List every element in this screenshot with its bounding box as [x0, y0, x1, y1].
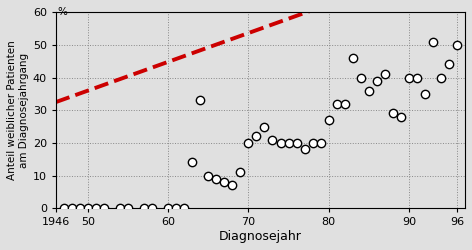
Point — [244, 141, 252, 145]
Point — [341, 102, 348, 106]
Point — [60, 206, 67, 210]
Point — [325, 118, 332, 122]
Point — [437, 76, 445, 80]
Point — [301, 148, 308, 152]
Point — [333, 102, 340, 106]
Point — [84, 206, 92, 210]
Point — [381, 72, 388, 76]
Point — [397, 115, 405, 119]
Point — [180, 206, 188, 210]
Point — [220, 180, 228, 184]
Point — [309, 141, 316, 145]
Point — [373, 79, 380, 83]
Point — [285, 141, 292, 145]
Point — [405, 76, 413, 80]
Point — [212, 177, 220, 181]
Point — [317, 141, 324, 145]
Point — [269, 138, 276, 141]
Point — [293, 141, 300, 145]
Point — [140, 206, 148, 210]
Y-axis label: Anteil weiblicher Patienten
am Diagnosejahrgang: Anteil weiblicher Patienten am Diagnosej… — [7, 40, 28, 180]
Point — [429, 40, 437, 44]
Point — [261, 124, 268, 128]
Point — [188, 160, 196, 164]
Point — [124, 206, 132, 210]
Point — [172, 206, 180, 210]
Point — [116, 206, 124, 210]
Point — [68, 206, 76, 210]
Point — [92, 206, 100, 210]
Point — [365, 88, 372, 92]
Point — [164, 206, 172, 210]
Text: %: % — [58, 7, 67, 17]
Point — [445, 62, 453, 66]
Point — [100, 206, 108, 210]
X-axis label: Diagnosejahr: Diagnosejahr — [219, 230, 302, 243]
Point — [357, 76, 364, 80]
Point — [349, 56, 356, 60]
Point — [253, 134, 260, 138]
Point — [236, 170, 244, 174]
Point — [389, 112, 396, 116]
Point — [453, 43, 461, 47]
Point — [148, 206, 156, 210]
Point — [228, 183, 236, 187]
Point — [277, 141, 284, 145]
Point — [76, 206, 84, 210]
Point — [196, 98, 204, 102]
Point — [413, 76, 421, 80]
Point — [204, 174, 212, 178]
Point — [421, 92, 429, 96]
